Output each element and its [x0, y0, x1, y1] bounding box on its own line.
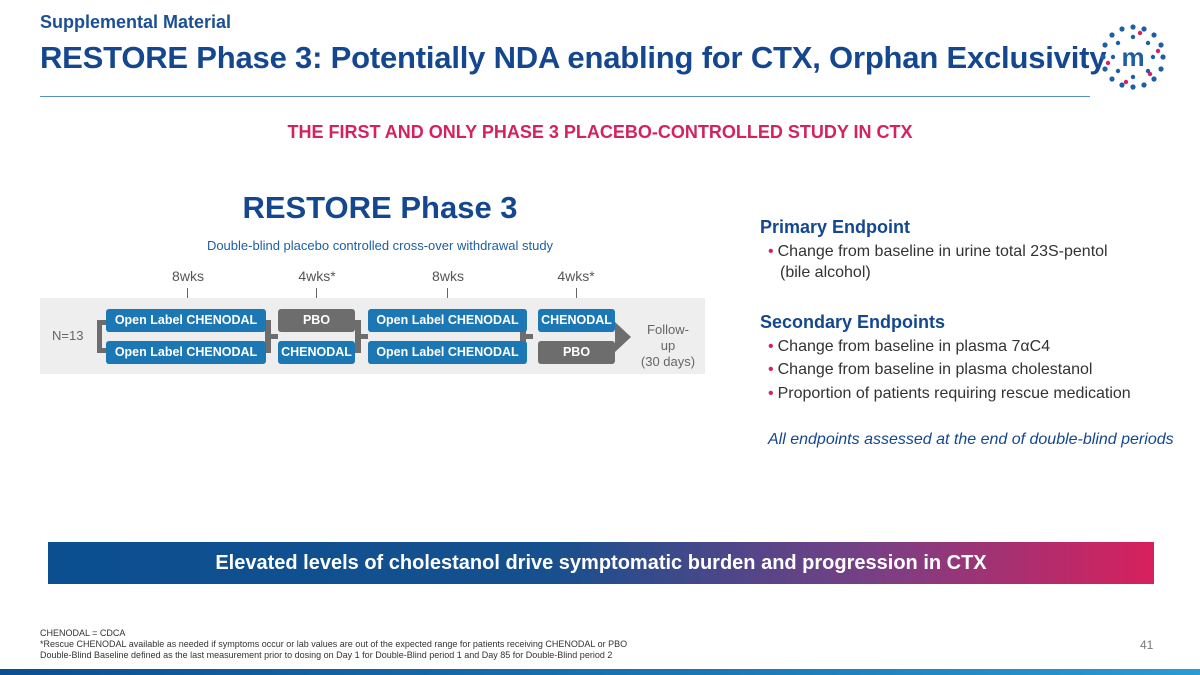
secondary-endpoint-item: • Change from baseline in plasma 7αC4	[768, 338, 1051, 355]
arm2-period1: Open Label CHENODAL	[106, 341, 266, 364]
secondary-endpoint-item: • Proportion of patients requiring rescue…	[768, 385, 1131, 402]
arm2-period2: CHENODAL	[278, 341, 355, 364]
arm2-period3: Open Label CHENODAL	[368, 341, 527, 364]
company-logo: m	[1098, 22, 1168, 92]
slide-title: RESTORE Phase 3: Potentially NDA enablin…	[40, 40, 1107, 75]
arm1-period3: Open Label CHENODAL	[368, 309, 527, 332]
bottom-accent-bar	[0, 669, 1200, 675]
primary-endpoint-heading: Primary Endpoint	[760, 217, 911, 237]
arm1-period4: CHENODAL	[538, 309, 615, 332]
duration-label: 8wks	[172, 268, 204, 284]
logo-letter: m	[1121, 42, 1144, 72]
primary-endpoint-item: • Change from baseline in urine total 23S…	[768, 243, 1108, 260]
duration-tick	[316, 288, 317, 302]
follow-up-label: Follow-up (30 days)	[640, 322, 696, 370]
arm2-period4: PBO	[538, 341, 615, 364]
secondary-endpoint-heading: Secondary Endpoints	[760, 312, 946, 332]
duration-tick	[187, 288, 188, 302]
key-message-banner: Elevated levels of cholestanol drive sym…	[48, 542, 1154, 584]
secondary-endpoint-item: • Change from baseline in plasma cholesta…	[768, 361, 1093, 378]
footnote: Double-Blind Baseline defined as the las…	[40, 650, 613, 660]
duration-tick	[576, 288, 577, 302]
study-subtitle: Double-blind placebo controlled cross-ov…	[206, 238, 554, 253]
footnote: CHENODAL = CDCA	[40, 628, 126, 638]
supplemental-label: Supplemental Material	[40, 12, 232, 32]
page-number: 41	[1140, 638, 1154, 652]
duration-label: 4wks*	[298, 268, 336, 284]
duration-tick	[447, 288, 448, 302]
flow-connectors	[97, 320, 631, 353]
footnote: *Rescue CHENODAL available as needed if …	[40, 639, 628, 649]
arm1-period1: Open Label CHENODAL	[106, 309, 266, 332]
duration-label: 4wks*	[557, 268, 595, 284]
sample-size: N=13	[52, 328, 84, 343]
study-title: RESTORE Phase 3	[242, 190, 518, 225]
subheading: THE FIRST AND ONLY PHASE 3 PLACEBO-CONTR…	[287, 122, 913, 142]
endpoints-note: All endpoints assessed at the end of dou…	[768, 431, 1174, 448]
arm1-period2: PBO	[278, 309, 355, 332]
follow-up-line2: (30 days)	[640, 354, 696, 369]
follow-up-line1: Follow-up	[647, 322, 689, 353]
duration-label: 8wks	[432, 268, 464, 284]
title-divider	[40, 96, 1090, 97]
primary-endpoint-item-cont: (bile alcohol)	[780, 264, 871, 281]
